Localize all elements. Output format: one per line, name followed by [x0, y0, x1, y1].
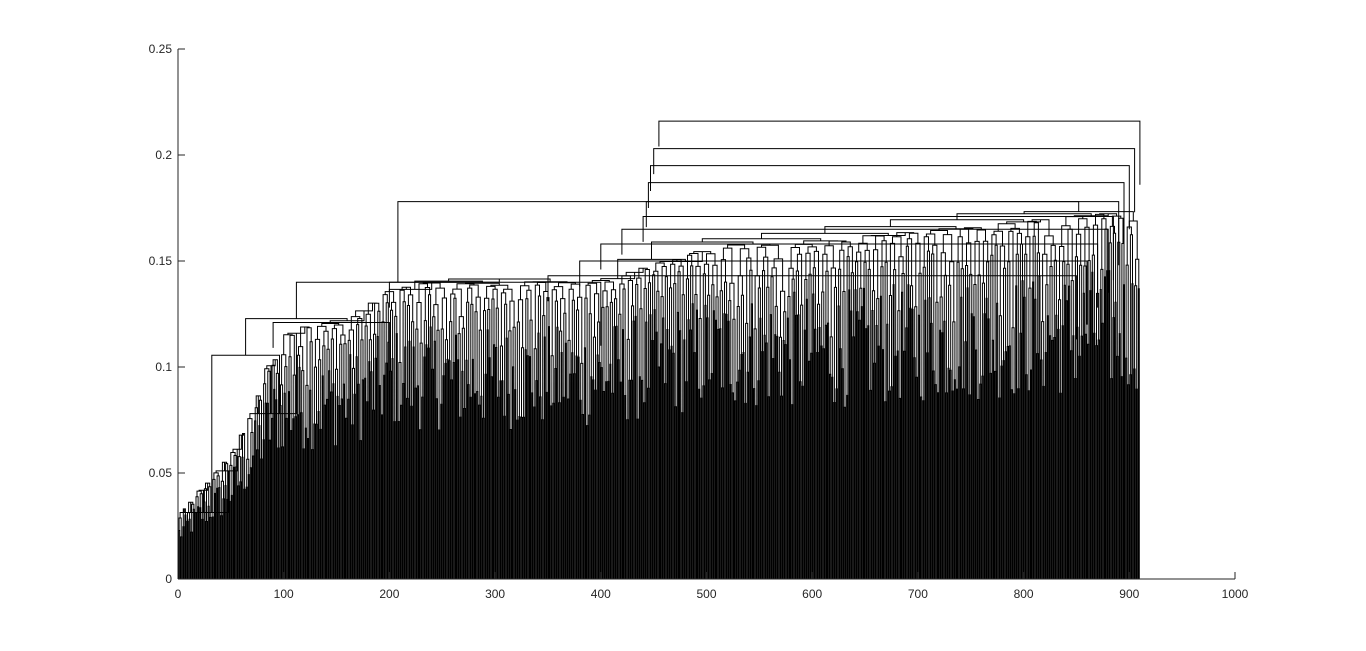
top-merge-link [272, 322, 390, 387]
x-tick-label: 300 [485, 587, 505, 601]
x-tick-label: 900 [1119, 587, 1139, 601]
axes: 0 100 200 300 400 500 600 700 800 900 1000 0 0.05 0.1… [149, 42, 1249, 601]
top-merge-link [650, 165, 1130, 230]
top-merge-link [388, 281, 602, 346]
top-merge-link [547, 275, 1077, 340]
y-tick-label: 0.2 [155, 148, 172, 162]
y-tick-label: 0.05 [149, 466, 173, 480]
top-merge-link [579, 260, 1088, 325]
x-tick-label: 600 [802, 587, 822, 601]
y-tick-label: 0.1 [155, 360, 172, 374]
y-tick-label: 0.25 [149, 42, 173, 56]
top-merge-link [647, 182, 1125, 247]
x-tick-label: 0 [175, 587, 182, 601]
x-tick-label: 100 [274, 587, 294, 601]
x-tick-label: 400 [591, 587, 611, 601]
top-merge-link [621, 228, 1109, 293]
top-merge-link [653, 148, 1136, 213]
top-merge-link [658, 120, 1141, 185]
x-tick-label: 700 [908, 587, 928, 601]
x-tick-label: 500 [696, 587, 716, 601]
x-tick-label: 1000 [1222, 587, 1249, 601]
top-merge-link [645, 201, 1120, 266]
y-tick-label: 0.15 [149, 254, 173, 268]
y-tick-label: 0 [165, 572, 172, 586]
top-merge-link [600, 243, 1099, 308]
x-tick-label: 800 [1014, 587, 1034, 601]
dendrogram-subtree-links [178, 213, 1140, 579]
dendrogram-links [178, 120, 1141, 579]
x-tick-label: 200 [379, 587, 399, 601]
